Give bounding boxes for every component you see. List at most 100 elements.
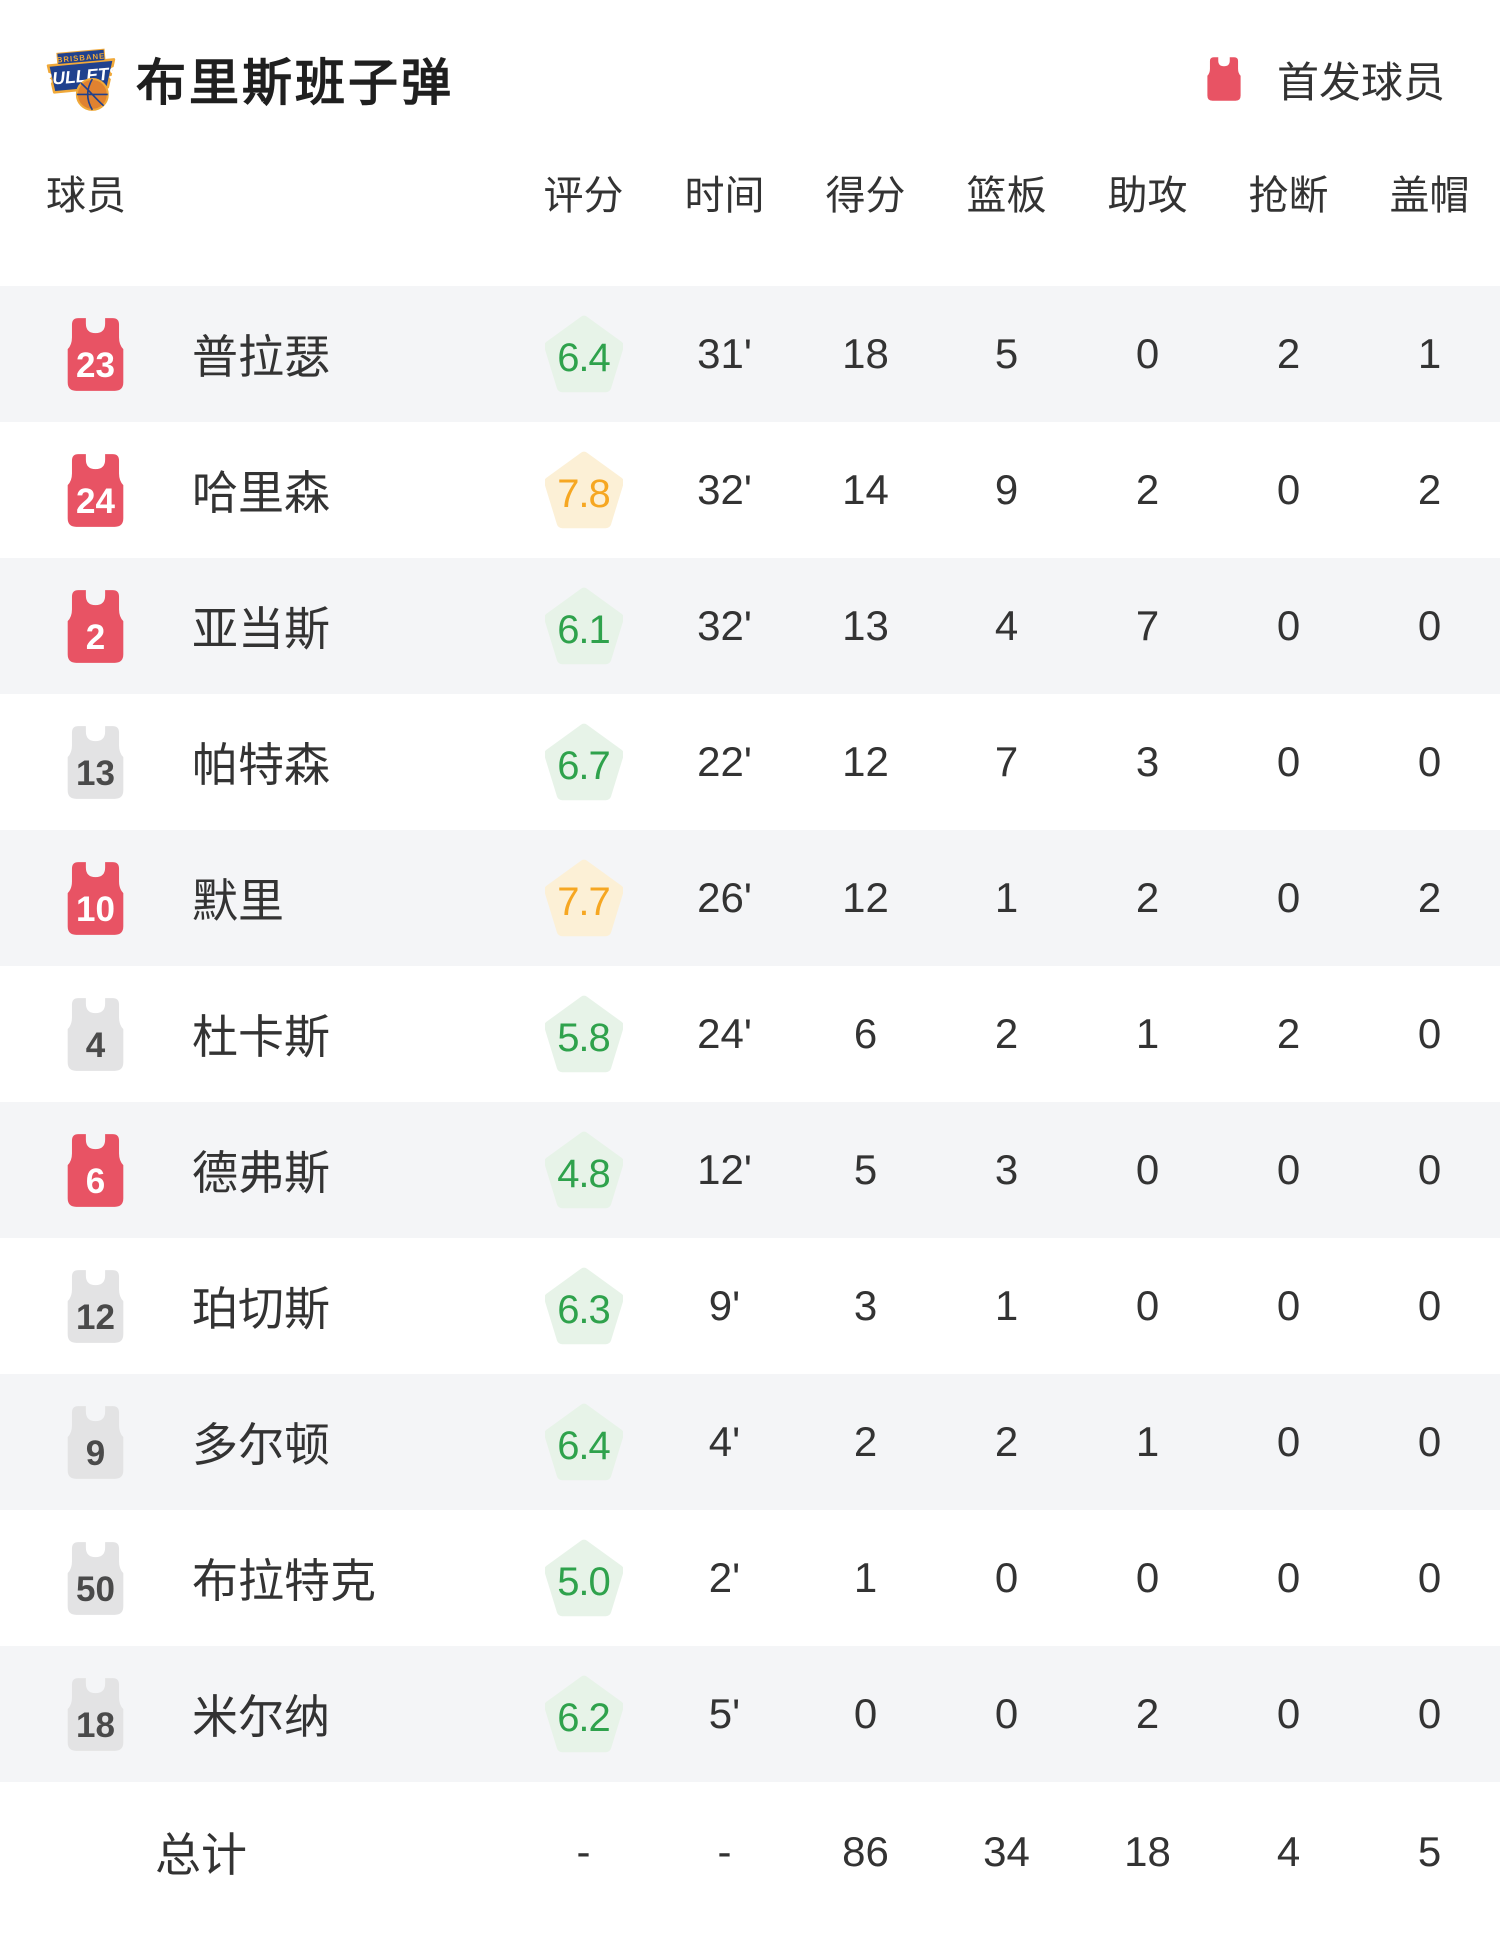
rating-pentagon-badge: 7.7 [544, 859, 623, 937]
rating-pentagon-badge: 4.8 [544, 1131, 623, 1209]
points-value: 2 [853, 1418, 878, 1465]
rating-pentagon-badge: 5.0 [544, 1539, 623, 1617]
rating-value: 4.8 [557, 1151, 611, 1196]
time-value: 9' [708, 1282, 741, 1329]
assists-value: 7 [1135, 602, 1160, 649]
jersey-badge-icon: 10 [57, 860, 134, 937]
rating-value: 5.0 [557, 1559, 611, 1604]
steals-value: 0 [1276, 1554, 1301, 1601]
rating-cell: 6.4 [513, 1403, 654, 1481]
assists-value: 1 [1135, 1010, 1160, 1057]
time-value: 22' [697, 738, 752, 785]
blocks-value: 2 [1417, 466, 1442, 513]
jersey-badge-icon: 2 [57, 588, 134, 665]
player-name: 多尔顿 [192, 1419, 330, 1471]
rating-cell: 6.7 [513, 723, 654, 801]
steals-value: 0 [1276, 602, 1301, 649]
column-rating: 评分 [543, 174, 624, 218]
rating-pentagon-badge: 6.4 [544, 1403, 623, 1481]
column-steals: 抢断 [1248, 174, 1329, 218]
rebounds-value: 1 [994, 1282, 1019, 1329]
points-value: 0 [853, 1690, 878, 1737]
starter-legend: 首发球员 [1201, 49, 1445, 110]
player-name: 珀切斯 [192, 1283, 330, 1335]
player-row[interactable]: 4 杜卡斯 5.8 24' 6 2 1 2 0 [0, 966, 1500, 1102]
totals-rebounds: 34 [983, 1828, 1030, 1875]
jersey-number: 2 [85, 617, 106, 657]
jersey-number: 6 [85, 1161, 106, 1201]
player-row[interactable]: 9 多尔顿 6.4 4' 2 2 1 0 0 [0, 1374, 1500, 1510]
rebounds-value: 3 [994, 1146, 1019, 1193]
rebounds-value: 1 [994, 874, 1019, 921]
player-name: 德弗斯 [192, 1147, 330, 1199]
rating-cell: 6.3 [513, 1267, 654, 1345]
time-value: 5' [708, 1690, 741, 1737]
rating-pentagon-badge: 6.3 [544, 1267, 623, 1345]
rating-value: 5.8 [557, 1015, 611, 1060]
player-row[interactable]: 2 亚当斯 6.1 32' 13 4 7 0 0 [0, 558, 1500, 694]
player-name: 米尔纳 [192, 1691, 330, 1743]
logo-text-brisbane: BRISBANE [56, 51, 105, 64]
assists-value: 0 [1135, 330, 1160, 377]
team-logo-icon: BRISBANE BULLETS [46, 48, 116, 111]
assists-value: 2 [1135, 466, 1160, 513]
player-name: 亚当斯 [192, 603, 330, 655]
points-value: 18 [842, 330, 889, 377]
time-value: 2' [708, 1554, 741, 1601]
player-row[interactable]: 10 默里 7.7 26' 12 1 2 0 2 [0, 830, 1500, 966]
rating-cell: 5.0 [513, 1539, 654, 1617]
player-row[interactable]: 50 布拉特克 5.0 2' 1 0 0 0 0 [0, 1510, 1500, 1646]
totals-steals: 4 [1276, 1828, 1301, 1875]
rating-pentagon-badge: 6.2 [544, 1675, 623, 1753]
jersey-badge-icon: 13 [57, 724, 134, 801]
team-header: BRISBANE BULLETS 布里斯班子弹 首发球员 [46, 36, 1445, 122]
rating-value: 7.7 [557, 879, 611, 924]
blocks-value: 0 [1417, 1282, 1442, 1329]
rebounds-value: 0 [994, 1690, 1019, 1737]
player-row[interactable]: 24 哈里森 7.8 32' 14 9 2 0 2 [0, 422, 1500, 558]
assists-value: 0 [1135, 1554, 1160, 1601]
player-row[interactable]: 18 米尔纳 6.2 5' 0 0 2 0 0 [0, 1646, 1500, 1782]
column-player: 球员 [46, 174, 126, 218]
assists-value: 2 [1135, 1690, 1160, 1737]
rating-pentagon-badge: 6.4 [544, 315, 623, 393]
totals-blocks: 5 [1417, 1828, 1442, 1875]
blocks-value: 0 [1417, 1690, 1442, 1737]
totals-rating: - [576, 1828, 591, 1875]
steals-value: 0 [1276, 738, 1301, 785]
rating-pentagon-badge: 6.1 [544, 587, 623, 665]
rating-cell: 6.1 [513, 587, 654, 665]
rebounds-value: 7 [994, 738, 1019, 785]
rating-value: 6.4 [557, 1423, 611, 1468]
time-value: 32' [697, 602, 752, 649]
player-name: 帕特森 [192, 739, 330, 791]
player-row[interactable]: 6 德弗斯 4.8 12' 5 3 0 0 0 [0, 1102, 1500, 1238]
time-value: 26' [697, 874, 752, 921]
steals-value: 0 [1276, 466, 1301, 513]
rating-cell: 7.8 [513, 451, 654, 529]
player-row[interactable]: 12 珀切斯 6.3 9' 3 1 0 0 0 [0, 1238, 1500, 1374]
jersey-number: 23 [76, 345, 115, 385]
jersey-number: 12 [76, 1297, 115, 1337]
rating-cell: 5.8 [513, 995, 654, 1073]
jersey-badge-icon: 4 [57, 996, 134, 1073]
jersey-badge-icon: 6 [57, 1132, 134, 1209]
jersey-number: 10 [76, 889, 115, 929]
player-row[interactable]: 23 普拉瑟 6.4 31' 18 5 0 2 1 [0, 286, 1500, 422]
steals-value: 2 [1276, 1010, 1301, 1057]
steals-value: 0 [1276, 1146, 1301, 1193]
totals-row: 总计 - - 86 34 18 4 5 [0, 1782, 1500, 1922]
column-points: 得分 [825, 174, 906, 218]
table-column-header: 球员 评分 时间 得分 篮板 助攻 抢断 盖帽 [0, 152, 1500, 232]
player-table-body: 23 普拉瑟 6.4 31' 18 5 0 2 1 24 哈里森 7.8 [0, 286, 1500, 1782]
jersey-badge-icon: 12 [57, 1268, 134, 1345]
column-blocks: 盖帽 [1389, 174, 1470, 218]
points-value: 1 [853, 1554, 878, 1601]
player-row[interactable]: 13 帕特森 6.7 22' 12 7 3 0 0 [0, 694, 1500, 830]
rating-pentagon-badge: 5.8 [544, 995, 623, 1073]
assists-value: 3 [1135, 738, 1160, 785]
starter-legend-label: 首发球员 [1276, 58, 1445, 106]
rating-value: 6.7 [557, 743, 611, 788]
rating-pentagon-badge: 6.7 [544, 723, 623, 801]
jersey-number: 18 [76, 1705, 115, 1745]
